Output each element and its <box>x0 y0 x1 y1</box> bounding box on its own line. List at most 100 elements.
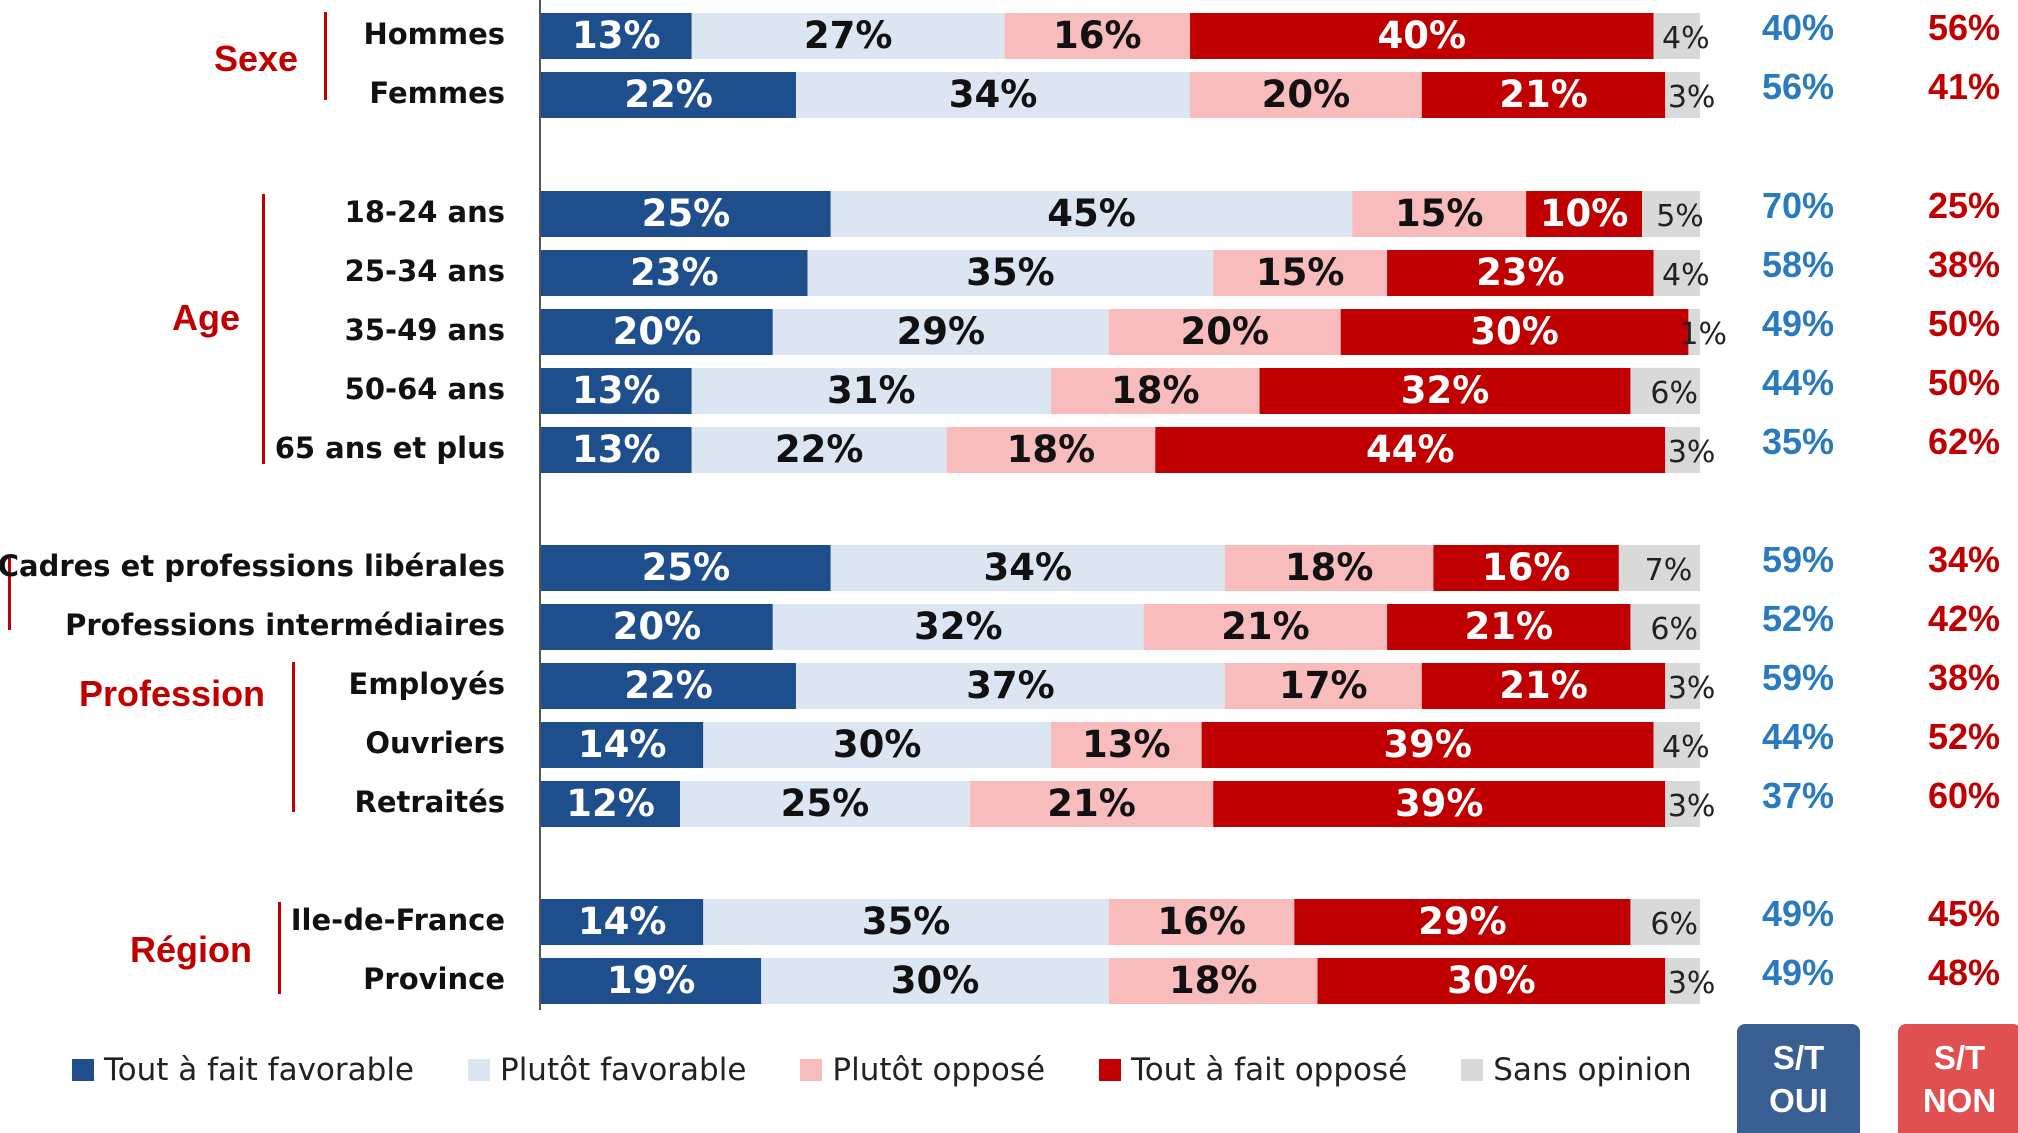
bar-segment-plutot-fav <box>691 13 1005 59</box>
bar-segment-plutot-fav <box>795 72 1191 118</box>
bar-segment-tout-opp <box>1433 545 1619 591</box>
bar-segment-tout-fav <box>541 545 831 591</box>
data-label-plutot-opp: 21% <box>1221 605 1310 648</box>
data-label-plutot-fav: 35% <box>966 251 1055 294</box>
st-non-value: 50% <box>1928 362 2000 403</box>
data-label-plutot-opp: 17% <box>1279 664 1368 707</box>
data-label-tout-opp: 30% <box>1470 310 1559 353</box>
data-label-tout-fav: 22% <box>624 664 713 707</box>
data-label-sans-op: 7% <box>1645 553 1693 588</box>
row-label: 35-49 ans <box>344 313 505 347</box>
bracket-cadres <box>8 556 11 630</box>
data-label-plutot-opp: 13% <box>1082 723 1171 766</box>
bar-segment-sans-op <box>1618 545 1700 591</box>
bar-segment-tout-fav <box>541 958 762 1004</box>
bar-segment-tout-fav <box>541 368 692 414</box>
bar-segment-tout-fav <box>541 250 808 296</box>
data-label-tout-fav: 19% <box>607 959 696 1002</box>
data-label-plutot-fav: 32% <box>914 605 1003 648</box>
data-label-sans-op: 3% <box>1668 80 1716 115</box>
row-label: Femmes <box>369 76 505 110</box>
st-non-value: 38% <box>1928 657 2000 698</box>
bar-segment-plutot-opp <box>1143 604 1388 650</box>
legend: Tout à fait favorable Plutôt favorable P… <box>72 1050 1746 1090</box>
data-label-plutot-fav: 22% <box>775 428 864 471</box>
data-label-tout-opp: 39% <box>1395 782 1484 825</box>
st-non-value: 45% <box>1928 893 2000 934</box>
bar-segment-tout-fav <box>541 899 704 945</box>
st-oui-value: 58% <box>1762 244 1834 285</box>
legend-item-tout-opp: Tout à fait opposé <box>1099 1052 1407 1088</box>
data-label-sans-op: 3% <box>1668 435 1716 470</box>
row-label: 50-64 ans <box>344 372 505 406</box>
bar-segment-plutot-opp <box>1224 663 1422 709</box>
bar-segment-plutot-opp <box>1050 368 1260 414</box>
data-label-plutot-fav: 27% <box>804 14 893 57</box>
bar-segment-tout-fav <box>541 72 796 118</box>
bar-segment-plutot-opp <box>969 781 1214 827</box>
st-non-value: 48% <box>1928 952 2000 993</box>
st-non-value: 42% <box>1928 598 2000 639</box>
bar-segment-plutot-opp <box>1190 72 1422 118</box>
data-label-plutot-fav: 37% <box>966 664 1055 707</box>
st-oui-value: 59% <box>1762 539 1834 580</box>
st-non-header: S/T NON <box>1898 1024 2018 1133</box>
legend-item-tout-fav: Tout à fait favorable <box>72 1052 414 1088</box>
bar-segment-plutot-fav <box>830 545 1225 591</box>
data-label-plutot-opp: 16% <box>1053 14 1142 57</box>
data-label-sans-op: 3% <box>1668 966 1716 1001</box>
legend-item-plutot-fav: Plutôt favorable <box>468 1052 746 1088</box>
bar-segment-sans-op <box>1630 899 1700 945</box>
bar-segment-tout-opp <box>1340 309 1689 355</box>
st-non-value: 50% <box>1928 303 2000 344</box>
legend-item-plutot-opp: Plutôt opposé <box>800 1052 1045 1088</box>
bar-segment-sans-op <box>1653 250 1700 296</box>
bar-segment-tout-opp <box>1387 250 1654 296</box>
legend-swatch-tout-opp <box>1099 1059 1122 1081</box>
bar-segment-sans-op <box>1630 604 1700 650</box>
bar-segment-sans-op <box>1653 722 1700 768</box>
st-non-value: 25% <box>1928 185 2000 226</box>
data-label-tout-fav: 13% <box>572 14 661 57</box>
data-label-sans-op: 4% <box>1662 258 1710 293</box>
data-label-plutot-opp: 18% <box>1111 369 1200 412</box>
bar-segment-plutot-opp <box>1108 899 1295 945</box>
legend-swatch-sans-op <box>1461 1059 1484 1081</box>
data-label-tout-fav: 13% <box>572 428 661 471</box>
bar-segment-tout-fav <box>541 604 773 650</box>
data-label-plutot-opp: 20% <box>1262 73 1351 116</box>
bar-segment-sans-op <box>1665 72 1700 118</box>
data-label-tout-fav: 25% <box>642 192 731 235</box>
bar-segment-plutot-opp <box>1108 309 1341 355</box>
bar-segment-tout-fav <box>541 427 692 473</box>
st-non-line1: S/T <box>1933 1039 1986 1076</box>
data-label-plutot-opp: 18% <box>1007 428 1096 471</box>
st-non-value: 41% <box>1928 66 2000 107</box>
bar-segment-plutot-opp <box>1213 250 1388 296</box>
bar-segment-plutot-fav <box>761 958 1109 1004</box>
row-label: 25-34 ans <box>344 254 505 288</box>
data-label-sans-op: 4% <box>1662 730 1710 765</box>
bar-segment-tout-opp <box>1317 958 1666 1004</box>
data-label-tout-fav: 22% <box>624 73 713 116</box>
legend-swatch-tout-fav <box>72 1059 94 1081</box>
bar-segment-tout-opp <box>1259 368 1631 414</box>
legend-label-tout-fav: Tout à fait favorable <box>104 1052 414 1088</box>
data-label-plutot-fav: 34% <box>983 546 1072 589</box>
bar-segment-tout-opp <box>1387 604 1631 650</box>
data-label-sans-op: 5% <box>1656 199 1704 234</box>
data-label-sans-op: 4% <box>1662 21 1710 56</box>
bracket-age <box>262 194 265 464</box>
data-label-tout-opp: 21% <box>1499 73 1588 116</box>
row-label: Ouvriers <box>365 726 505 760</box>
bracket-region <box>278 902 281 994</box>
st-oui-value: 70% <box>1762 185 1834 226</box>
bar-segment-plutot-fav <box>772 309 1109 355</box>
data-label-plutot-opp: 15% <box>1395 192 1484 235</box>
data-label-sans-op: 6% <box>1650 907 1698 942</box>
st-oui-header: S/T OUI <box>1737 1024 1860 1133</box>
row-label: Ile-de-France <box>290 903 505 937</box>
bar-segment-plutot-opp <box>946 427 1156 473</box>
bar-segment-tout-opp <box>1155 427 1666 473</box>
bar-segment-plutot-fav <box>795 663 1225 709</box>
